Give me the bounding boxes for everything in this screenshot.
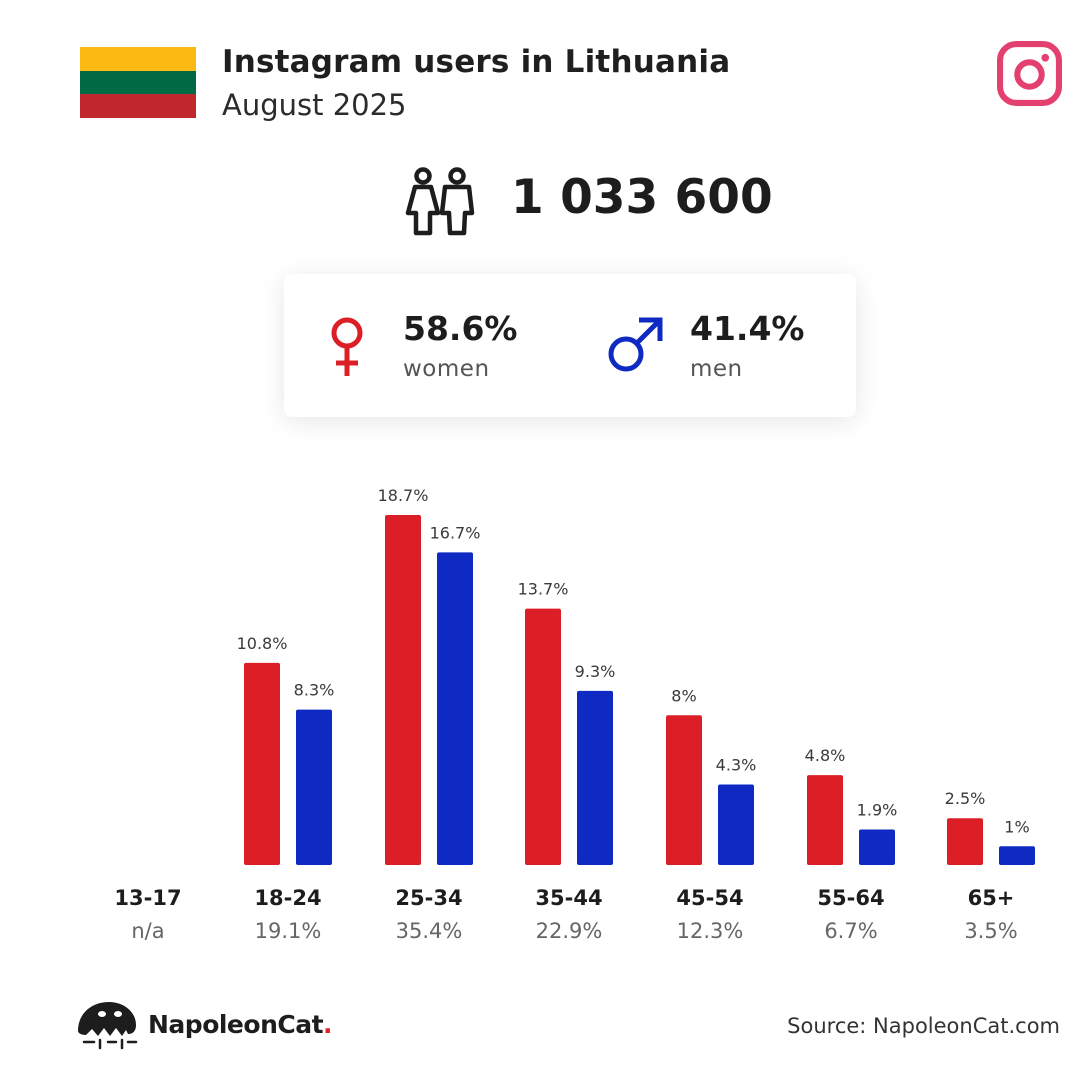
page-title: Instagram users in Lithuania: [222, 44, 731, 80]
age-total-65+: 3.5%: [964, 919, 1017, 943]
bar-men-55-64: [859, 829, 895, 865]
bar-label-men-45-54: 4.3%: [716, 756, 757, 775]
age-label-65+: 65+: [968, 886, 1015, 910]
women-percent: 58.6%: [403, 309, 518, 348]
bar-men-25-34: [437, 552, 473, 865]
bar-men-18-24: [296, 709, 332, 865]
age-label-18-24: 18-24: [254, 886, 321, 910]
female-symbol-icon: [331, 317, 363, 376]
age-gender-bar-chart: 13-17 n/a 10.8% 8.3% 18-24 19.1% 18.7%16.7% 25-…: [114, 486, 1035, 943]
bar-label-women-55-64: 4.8%: [805, 746, 846, 765]
bar-label-men-18-24: 8.3%: [294, 681, 335, 700]
people-icon: [405, 167, 475, 236]
bar-women-25-34: [385, 515, 421, 865]
bar-women-35-44: [525, 608, 561, 865]
flag-stripe-yellow: [80, 47, 196, 71]
brand-name: NapoleonCat.: [148, 1010, 333, 1039]
napoleoncat-logo-icon: [78, 1002, 138, 1050]
brand-name-text: NapoleonCat: [148, 1010, 324, 1039]
men-percent: 41.4%: [690, 309, 805, 348]
bar-label-men-25-34: 16.7%: [430, 523, 481, 542]
age-label-55-64: 55-64: [817, 886, 884, 910]
bar-label-men-55-64: 1.9%: [857, 800, 898, 819]
bar-men-65+: [999, 846, 1035, 865]
page-subtitle: August 2025: [222, 88, 407, 122]
age-label-45-54: 45-54: [676, 886, 743, 910]
bar-label-men-65+: 1%: [1004, 817, 1029, 836]
bar-label-women-65+: 2.5%: [945, 789, 986, 808]
bar-label-men-35-44: 9.3%: [575, 662, 616, 681]
age-label-25-34: 25-34: [395, 886, 462, 910]
bar-label-women-25-34: 18.7%: [378, 486, 429, 505]
source-text: Source: NapoleonCat.com: [787, 1014, 1060, 1038]
bar-women-65+: [947, 818, 983, 865]
flag-stripe-red: [80, 94, 196, 118]
age-label-13-17: 13-17: [114, 886, 181, 910]
men-label: men: [690, 356, 743, 382]
bar-men-35-44: [577, 690, 613, 865]
lithuania-flag: [80, 47, 196, 118]
bar-women-45-54: [666, 715, 702, 865]
bar-label-women-45-54: 8%: [671, 686, 696, 705]
instagram-icon: [997, 41, 1062, 106]
bar-label-women-35-44: 13.7%: [518, 580, 569, 599]
age-total-25-34: 35.4%: [396, 919, 463, 943]
male-symbol-icon: [608, 317, 663, 372]
bar-label-women-18-24: 10.8%: [237, 634, 288, 653]
bar-women-55-64: [807, 775, 843, 865]
total-users: 1 033 600: [511, 170, 773, 225]
age-total-13-17: n/a: [131, 919, 164, 943]
bar-women-18-24: [244, 662, 280, 865]
age-total-18-24: 19.1%: [255, 919, 322, 943]
flag-stripe-green: [80, 70, 196, 95]
age-total-45-54: 12.3%: [677, 919, 744, 943]
age-total-35-44: 22.9%: [536, 919, 603, 943]
age-total-55-64: 6.7%: [824, 919, 877, 943]
women-label: women: [403, 356, 490, 382]
brand-dot: .: [323, 1010, 333, 1039]
bar-men-45-54: [718, 784, 754, 865]
age-label-35-44: 35-44: [535, 886, 602, 910]
gender-card: 58.6% women 41.4% men: [284, 274, 856, 417]
